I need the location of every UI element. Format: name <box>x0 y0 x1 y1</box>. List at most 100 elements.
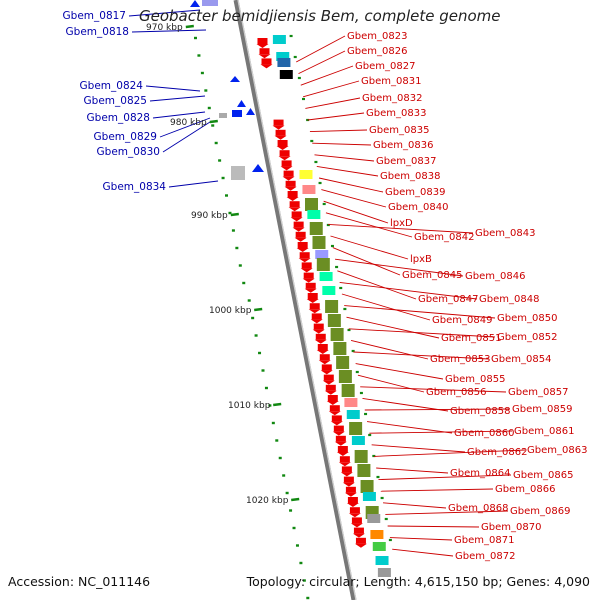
forward-leader-line <box>298 50 346 75</box>
forward-gene-label: Gbem_0848 <box>479 294 539 305</box>
forward-gene-label: Gbem_0859 <box>512 404 572 415</box>
forward-gene-body <box>289 201 300 208</box>
forward-leader-line <box>323 200 389 224</box>
ruler-major-tick <box>254 307 263 312</box>
forward-gene-arrowhead <box>274 135 287 140</box>
forward-gene-label: Gbem_0836 <box>373 140 433 151</box>
forward-gene-label: Gbem_0850 <box>497 313 557 324</box>
forward-gene-label: Gbem_0854 <box>491 354 551 365</box>
forward-gene-label: Gbem_0863 <box>527 445 587 456</box>
forward-leader-line <box>325 212 413 238</box>
forward-gene-arrowhead <box>330 421 343 426</box>
forward-gene-body <box>319 354 330 361</box>
forward-leader-line <box>341 293 431 321</box>
cog-block <box>377 568 391 577</box>
forward-gene-body <box>351 517 362 524</box>
forward-gene-label: Gbem_0865 <box>513 470 573 481</box>
forward-gene-body <box>275 129 286 136</box>
forward-gene-label: Gbem_0868 <box>448 503 508 514</box>
reverse-leader-line <box>168 180 219 188</box>
forward-gene-arrowhead <box>344 492 357 497</box>
reverse-gene-arrow <box>246 108 255 115</box>
forward-gene-body <box>283 170 294 177</box>
forward-gene-arrowhead <box>314 339 327 344</box>
ruler-label: 970 kbp <box>146 23 183 33</box>
forward-gene-arrowhead <box>354 543 367 548</box>
forward-gene-arrowhead <box>332 431 345 436</box>
cog-block <box>309 222 323 235</box>
reverse-gene-arrow <box>230 76 240 82</box>
ruler-label: 1000 kbp <box>209 306 252 316</box>
reverse-gene-label: Gbem_0824 <box>80 80 144 92</box>
cog-block <box>299 170 313 179</box>
forward-gene-label: Gbem_0852 <box>497 332 557 343</box>
forward-gene-label: Gbem_0827 <box>355 61 415 72</box>
forward-gene-body <box>293 221 304 228</box>
cog-block <box>272 35 286 44</box>
forward-gene-label: Gbem_0823 <box>347 31 407 42</box>
forward-leader-line <box>296 35 346 63</box>
forward-gene-arrowhead <box>292 227 305 232</box>
cog-block <box>346 410 360 419</box>
genome-title: Geobacter bemidjiensis Bem, complete gen… <box>139 7 501 25</box>
forward-leader-line <box>307 112 365 121</box>
forward-leader-line <box>346 316 440 339</box>
cog-block <box>372 542 386 551</box>
forward-gene-arrowhead <box>318 360 331 365</box>
forward-gene-body <box>331 415 342 422</box>
forward-gene-label: Gbem_0855 <box>445 374 505 385</box>
cog-block <box>316 258 330 271</box>
forward-gene-arrowhead <box>280 166 293 171</box>
forward-leader-line <box>316 165 379 177</box>
forward-gene-body <box>281 160 292 167</box>
forward-gene-body <box>321 364 332 371</box>
forward-gene-label: Gbem_0872 <box>455 551 515 562</box>
ruler-label: 1010 kbp <box>228 401 271 411</box>
forward-gene-body <box>343 476 354 483</box>
forward-gene-arrowhead <box>290 217 303 222</box>
cog-block <box>325 300 339 313</box>
forward-gene-arrowhead <box>284 186 297 191</box>
forward-gene-body <box>339 456 350 463</box>
reverse-gene-label: Gbem_0828 <box>87 112 150 124</box>
genome-backbone <box>233 0 357 600</box>
reverse-gene-block <box>202 0 218 6</box>
forward-gene-body <box>277 140 288 146</box>
forward-gene-body <box>333 425 344 432</box>
forward-leader-line <box>392 548 454 557</box>
forward-gene-body <box>335 435 346 442</box>
forward-leader-line <box>371 444 466 453</box>
forward-gene-label: Gbem_0847 <box>418 294 478 305</box>
forward-gene-arrowhead <box>336 452 349 456</box>
reverse-gene-label: Gbem_0834 <box>103 181 167 193</box>
forward-gene-arrowhead <box>328 411 341 416</box>
cog-block <box>322 286 336 295</box>
cog-block <box>307 210 321 219</box>
forward-gene-label: Gbem_0837 <box>376 156 436 167</box>
forward-gene-label: Gbem_0845 <box>402 270 462 281</box>
cog-block <box>305 198 319 211</box>
forward-leader-line <box>376 467 449 474</box>
forward-gene-arrowhead <box>286 197 299 201</box>
reverse-gene-label: Gbem_0817 <box>63 10 126 22</box>
forward-gene-label: Gbem_0838 <box>380 171 440 182</box>
forward-gene-body <box>259 48 270 55</box>
cog-block <box>279 70 293 79</box>
forward-gene-body <box>345 486 356 493</box>
forward-gene-arrowhead <box>352 533 365 538</box>
forward-gene-label: Gbem_0840 <box>388 202 448 213</box>
forward-gene-body <box>257 38 268 44</box>
forward-gene-arrowhead <box>306 299 319 303</box>
forward-gene-arrowhead <box>340 472 353 477</box>
forward-gene-body <box>347 497 358 503</box>
cog-block <box>375 556 389 565</box>
forward-gene-label: Gbem_0831 <box>361 76 421 87</box>
ruler-label: 990 kbp <box>191 211 228 221</box>
forward-gene-body <box>273 119 284 126</box>
reverse-gene-label: Gbem_0818 <box>66 26 129 38</box>
cog-block <box>349 422 363 435</box>
cog-block <box>319 272 333 281</box>
forward-gene-arrowhead <box>272 125 285 130</box>
forward-gene-label: Gbem_0835 <box>369 125 429 136</box>
